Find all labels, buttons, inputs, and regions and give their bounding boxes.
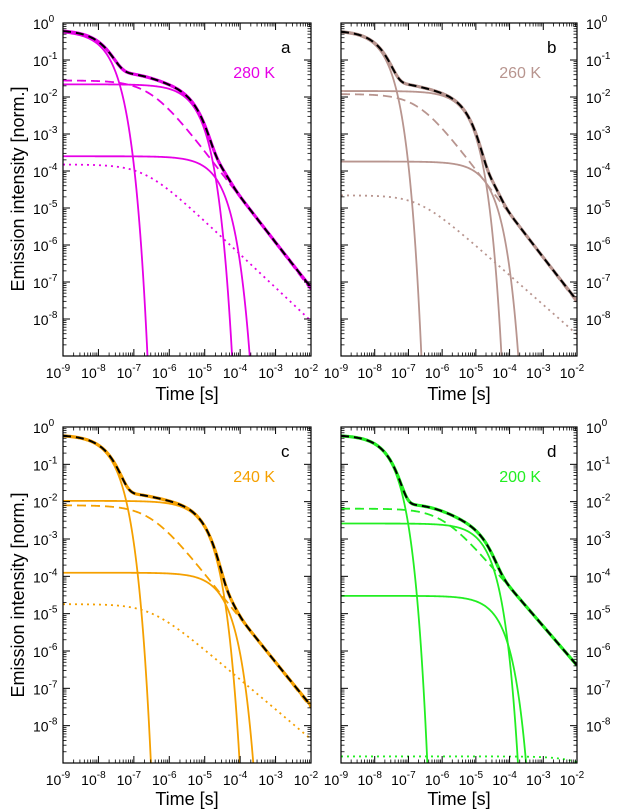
series-a-fit (63, 30, 311, 289)
panel-a: Emission intensity [norm.] Time [s] 10-9… (8, 14, 319, 404)
series-c-component-3 (63, 571, 255, 763)
plot-frame-a (62, 22, 312, 357)
curves-a (63, 29, 311, 356)
ticks-d (340, 426, 578, 764)
y-axis-title-a: Emission intensity [norm.] (8, 86, 28, 291)
series-b-component-3 (341, 160, 520, 356)
plot-frame-b (340, 22, 578, 357)
x-axis-title-b: Time [s] (427, 384, 490, 404)
temperature-label-d: 200 K (499, 469, 541, 486)
y-axis-title-c: Emission intensity [norm.] (8, 492, 28, 697)
x-axis-title-c: Time [s] (155, 789, 218, 809)
x-axis-title-a: Time [s] (155, 384, 218, 404)
series-a-component-2 (63, 83, 233, 356)
series-c-fit (63, 434, 311, 707)
panel-letter-c: c (281, 442, 290, 461)
series-a-component-4 (63, 79, 311, 291)
series-d-fit (341, 434, 577, 667)
series-d-component-2 (341, 522, 519, 763)
panel-d: Time [s] 10-9 10-8 10-7 10-6 10-5 10-4 10-3 10-… (324, 418, 611, 809)
series-a-component-1 (63, 31, 149, 356)
ticks-b (340, 22, 578, 357)
panel-letter-d: d (547, 442, 556, 461)
temperature-label-b: 260 K (499, 65, 541, 82)
panel-letter-b: b (547, 38, 556, 57)
series-b-fit (341, 30, 577, 302)
series-d-component-3 (341, 594, 528, 763)
temperature-label-a: 280 K (233, 65, 275, 82)
series-b-component-5 (341, 194, 577, 336)
panel-letter-a: a (281, 38, 291, 57)
plot-frame-d (340, 426, 578, 764)
curves-b (341, 30, 577, 356)
panel-b: Time [s] 10-9 10-8 10-7 10-6 10-5 10-4 10-3 10-… (324, 14, 611, 404)
ticks-a (62, 22, 312, 357)
curves-c (63, 434, 311, 763)
series-a-component-3 (63, 155, 251, 356)
curves-d (341, 434, 577, 763)
x-axis-title-d: Time [s] (427, 789, 490, 809)
plot-frame-c (62, 426, 312, 764)
temperature-label-c: 240 K (233, 469, 275, 486)
ticks-c (62, 426, 312, 764)
